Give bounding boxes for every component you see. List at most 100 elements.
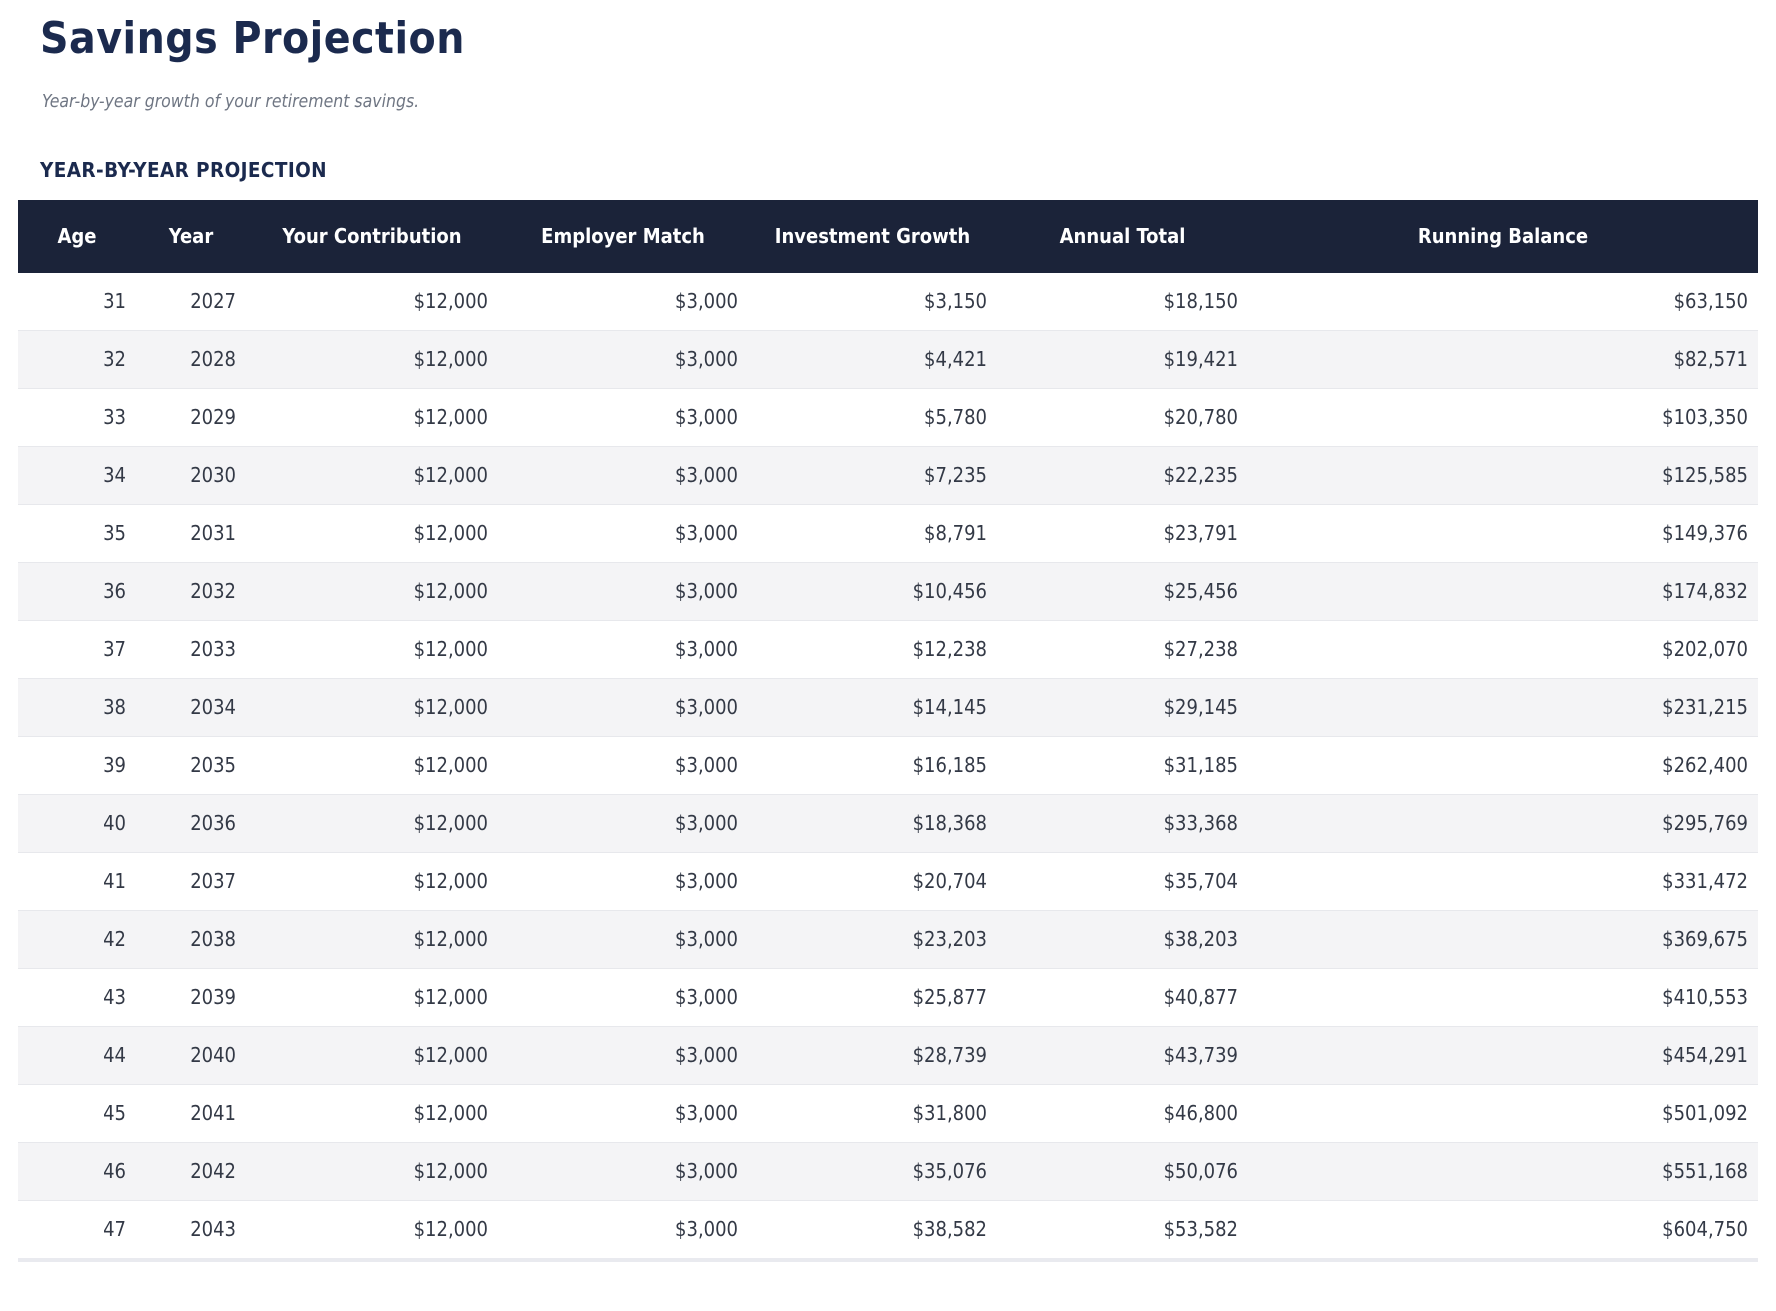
cell-annual-total: $50,076	[1163, 1159, 1238, 1184]
cell-age: 44	[103, 1043, 126, 1068]
cell-investment-growth: $8,791	[924, 521, 987, 546]
cell-your-contribution: $12,000	[413, 1043, 488, 1068]
page-title: Savings Projection	[40, 13, 465, 64]
cell-annual-total: $23,791	[1163, 521, 1238, 546]
column-header-employer-match: Employer Match	[498, 199, 748, 273]
column-header-annual-total: Annual Total	[997, 199, 1248, 273]
cell-age: 36	[103, 579, 126, 604]
cell-your-contribution: $12,000	[413, 985, 488, 1010]
cell-year: 2028	[190, 347, 236, 372]
cell-employer-match: $3,000	[675, 521, 738, 546]
projection-table: Age Year Your Contribution Employer Match In…	[18, 199, 1758, 1262]
column-header-year: Year	[136, 199, 246, 273]
cell-running-balance: $410,553	[1662, 985, 1748, 1010]
cell-investment-growth: $35,076	[912, 1159, 987, 1184]
cell-your-contribution: $12,000	[413, 289, 488, 314]
cell-year: 2040	[190, 1043, 236, 1068]
cell-your-contribution: $12,000	[413, 753, 488, 778]
cell-your-contribution: $12,000	[413, 1217, 488, 1242]
cell-age: 46	[103, 1159, 126, 1184]
cell-your-contribution: $12,000	[413, 579, 488, 604]
cell-running-balance: $103,350	[1662, 405, 1748, 430]
cell-year: 2039	[190, 985, 236, 1010]
column-header-investment-growth: Investment Growth	[748, 199, 997, 273]
table-row: 41 2037 $12,000 $3,000 $20,704 $35,704 $331,47…	[18, 852, 1758, 911]
column-header-your-contribution: Your Contribution	[246, 199, 498, 273]
cell-annual-total: $27,238	[1163, 637, 1238, 662]
cell-your-contribution: $12,000	[413, 521, 488, 546]
cell-your-contribution: $12,000	[413, 405, 488, 430]
table-row: 47 2043 $12,000 $3,000 $38,582 $53,582 $604,75…	[18, 1200, 1758, 1260]
cell-running-balance: $174,832	[1662, 579, 1748, 604]
cell-annual-total: $18,150	[1163, 289, 1238, 314]
cell-age: 40	[103, 811, 126, 836]
cell-year: 2029	[190, 405, 236, 430]
cell-investment-growth: $20,704	[912, 869, 987, 894]
cell-employer-match: $3,000	[675, 985, 738, 1010]
cell-your-contribution: $12,000	[413, 637, 488, 662]
cell-your-contribution: $12,000	[413, 1159, 488, 1184]
cell-age: 41	[103, 869, 126, 894]
cell-running-balance: $604,750	[1662, 1217, 1748, 1242]
cell-employer-match: $3,000	[675, 1101, 738, 1126]
cell-investment-growth: $5,780	[924, 405, 987, 430]
cell-year: 2037	[190, 869, 236, 894]
cell-employer-match: $3,000	[675, 869, 738, 894]
cell-investment-growth: $28,739	[912, 1043, 987, 1068]
table-row: 33 2029 $12,000 $3,000 $5,780 $20,780 $103,350	[18, 388, 1758, 447]
cell-investment-growth: $4,421	[924, 347, 987, 372]
cell-age: 34	[103, 463, 126, 488]
cell-employer-match: $3,000	[675, 463, 738, 488]
cell-age: 37	[103, 637, 126, 662]
cell-running-balance: $501,092	[1662, 1101, 1748, 1126]
cell-running-balance: $125,585	[1662, 463, 1748, 488]
cell-annual-total: $35,704	[1163, 869, 1238, 894]
table-row: 44 2040 $12,000 $3,000 $28,739 $43,739 $454,29…	[18, 1026, 1758, 1085]
column-header-running-balance: Running Balance	[1248, 199, 1758, 273]
cell-investment-growth: $7,235	[924, 463, 987, 488]
cell-age: 35	[103, 521, 126, 546]
cell-age: 42	[103, 927, 126, 952]
cell-year: 2035	[190, 753, 236, 778]
cell-investment-growth: $38,582	[912, 1217, 987, 1242]
cell-annual-total: $31,185	[1163, 753, 1238, 778]
projection-table-body: 31 2027 $12,000 $3,000 $3,150 $18,150 $63,150 3…	[18, 272, 1758, 1260]
cell-annual-total: $38,203	[1163, 927, 1238, 952]
cell-age: 39	[103, 753, 126, 778]
cell-your-contribution: $12,000	[413, 927, 488, 952]
table-row: 45 2041 $12,000 $3,000 $31,800 $46,800 $501,09…	[18, 1084, 1758, 1143]
cell-year: 2036	[190, 811, 236, 836]
column-header-age: Age	[18, 199, 136, 273]
cell-investment-growth: $10,456	[912, 579, 987, 604]
cell-year: 2042	[190, 1159, 236, 1184]
cell-running-balance: $331,472	[1662, 869, 1748, 894]
cell-age: 32	[103, 347, 126, 372]
cell-employer-match: $3,000	[675, 753, 738, 778]
cell-annual-total: $43,739	[1163, 1043, 1238, 1068]
cell-year: 2038	[190, 927, 236, 952]
cell-running-balance: $551,168	[1662, 1159, 1748, 1184]
cell-your-contribution: $12,000	[413, 1101, 488, 1126]
cell-annual-total: $19,421	[1163, 347, 1238, 372]
cell-running-balance: $262,400	[1662, 753, 1748, 778]
cell-employer-match: $3,000	[675, 347, 738, 372]
table-row: 46 2042 $12,000 $3,000 $35,076 $50,076 $551,16…	[18, 1142, 1758, 1201]
cell-year: 2031	[190, 521, 236, 546]
cell-your-contribution: $12,000	[413, 463, 488, 488]
cell-age: 38	[103, 695, 126, 720]
cell-year: 2041	[190, 1101, 236, 1126]
cell-investment-growth: $3,150	[924, 289, 987, 314]
cell-running-balance: $149,376	[1662, 521, 1748, 546]
cell-investment-growth: $25,877	[912, 985, 987, 1010]
cell-employer-match: $3,000	[675, 289, 738, 314]
table-row: 32 2028 $12,000 $3,000 $4,421 $19,421 $82,571	[18, 330, 1758, 389]
cell-running-balance: $82,571	[1673, 347, 1748, 372]
cell-employer-match: $3,000	[675, 1217, 738, 1242]
cell-annual-total: $33,368	[1163, 811, 1238, 836]
table-row: 39 2035 $12,000 $3,000 $16,185 $31,185 $262,40…	[18, 736, 1758, 795]
cell-annual-total: $53,582	[1163, 1217, 1238, 1242]
cell-year: 2033	[190, 637, 236, 662]
cell-investment-growth: $23,203	[912, 927, 987, 952]
cell-year: 2034	[190, 695, 236, 720]
table-row: 35 2031 $12,000 $3,000 $8,791 $23,791 $149,376	[18, 504, 1758, 563]
